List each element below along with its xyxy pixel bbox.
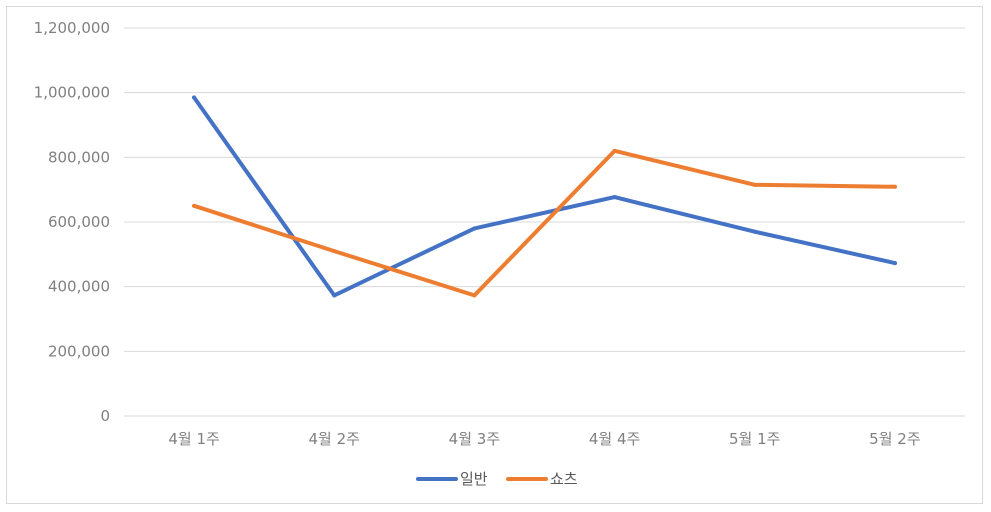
y-tick-label: 1,200,000	[34, 19, 110, 37]
data-point	[332, 293, 337, 298]
y-tick-label: 400,000	[48, 278, 110, 296]
x-tick-label: 5월 2주	[869, 430, 920, 448]
data-point	[472, 293, 477, 298]
chart-frame	[6, 6, 983, 504]
data-point	[472, 226, 477, 231]
series-line-1	[192, 95, 897, 298]
y-tick-label: 200,000	[48, 342, 110, 360]
legend: 일반 쇼츠	[416, 470, 578, 488]
data-point	[752, 229, 757, 234]
data-point	[752, 182, 757, 187]
legend-label: 일반	[460, 470, 488, 488]
legend-label: 쇼츠	[550, 470, 578, 488]
legend-item-1: 일반	[416, 470, 488, 488]
x-tick-label: 4월 2주	[309, 430, 360, 448]
data-point	[192, 95, 197, 100]
x-axis-tick-labels: 4월 1주 4월 2주 4월 3주 4월 4주 5월 1주 5월 2주	[168, 430, 920, 448]
y-axis-tick-labels: 0 200,000 400,000 600,000 800,000 1,000,000 1,…	[34, 19, 110, 425]
x-tick-label: 5월 1주	[729, 430, 780, 448]
y-tick-label: 800,000	[48, 148, 110, 166]
data-point	[612, 148, 617, 153]
x-tick-label: 4월 3주	[449, 430, 500, 448]
x-tick-label: 4월 4주	[589, 430, 640, 448]
data-point	[892, 184, 897, 189]
data-point	[612, 195, 617, 200]
legend-item-2: 쇼츠	[506, 470, 578, 488]
x-tick-label: 4월 1주	[168, 430, 219, 448]
data-point	[332, 249, 337, 254]
series-line-2	[192, 148, 897, 298]
y-tick-label: 0	[100, 407, 110, 425]
y-tick-label: 600,000	[48, 213, 110, 231]
data-point	[892, 261, 897, 266]
data-point	[192, 203, 197, 208]
gridlines	[124, 27, 965, 417]
series-lines	[192, 95, 897, 298]
y-tick-label: 1,000,000	[34, 84, 110, 102]
